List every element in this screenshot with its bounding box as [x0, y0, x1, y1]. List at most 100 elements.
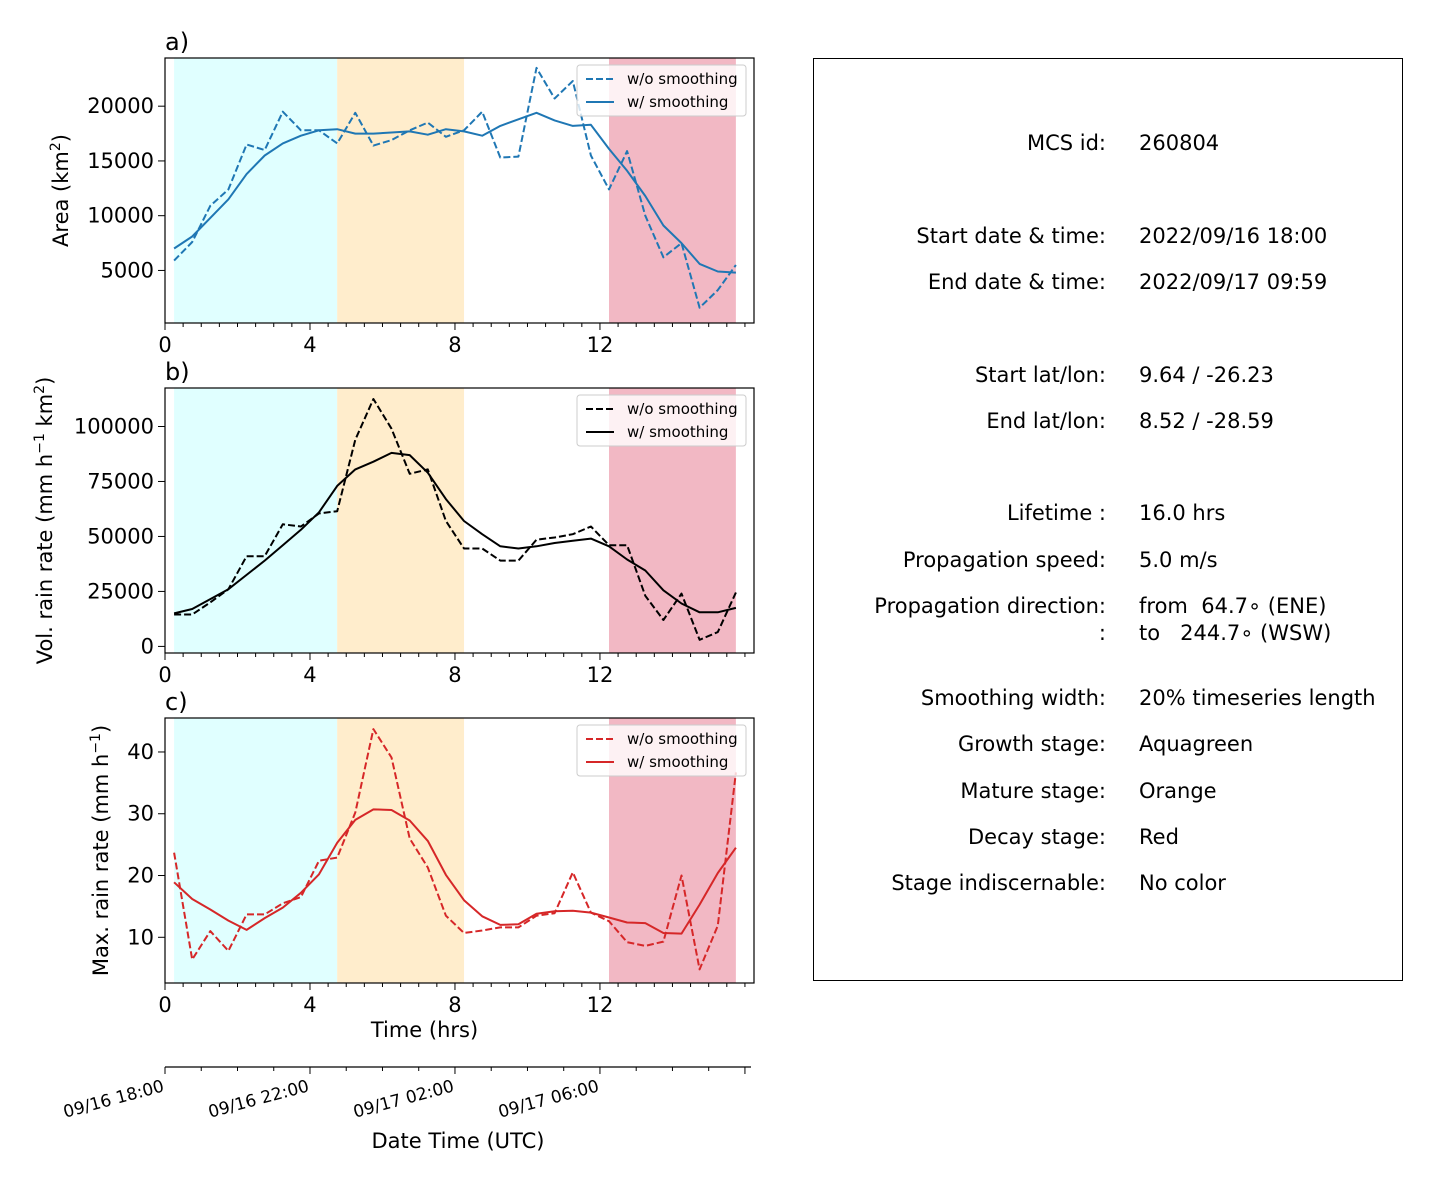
legend-label: w/o smoothing	[627, 730, 738, 748]
y-tick-label: 50000	[87, 524, 154, 548]
x-tick-label: 0	[158, 663, 171, 687]
y-tick-label: 5000	[101, 258, 154, 282]
stage-band-growth-stage	[174, 58, 338, 323]
info-value: Red	[1139, 825, 1179, 849]
panel-label: c)	[165, 688, 188, 716]
info-label: Decay stage:	[968, 825, 1106, 849]
panel-label: a)	[165, 28, 189, 56]
panel-label: b)	[165, 358, 190, 386]
y-axis-label-part: )	[49, 134, 73, 142]
datetime-axis: 09/16 18:00 09/16 22:00 09/17 02:00 09/17 0…	[61, 1066, 751, 1153]
legend-box	[576, 64, 747, 117]
info-label: MCS id:	[1026, 131, 1106, 155]
series-line-smoothed	[173, 808, 737, 935]
axes-frame	[164, 717, 755, 984]
legend-label: w/o smoothing	[627, 400, 738, 418]
info-label: Propagation speed:	[902, 548, 1106, 572]
stage-band-mature-stage	[337, 388, 465, 653]
legend-label: w/o smoothing	[627, 70, 738, 88]
info-label: Smoothing width:	[920, 686, 1106, 710]
info-label: Lifetime :	[1006, 501, 1106, 525]
info-value: 16.0 hrs	[1139, 501, 1226, 525]
x-tick-label: 4	[303, 993, 316, 1017]
y-axis-label: Max. rain rate (mm h−1)	[88, 725, 113, 976]
y-tick-label: 10000	[87, 204, 154, 228]
x-tick-label: 4	[303, 663, 316, 687]
y-axis-label: Vol. rain rate (mm h−1 km2)	[32, 377, 57, 665]
legend-label: w/ smoothing	[627, 753, 728, 771]
series-line-unsmoothed	[174, 398, 737, 641]
chart-panel-2: 0 4 8 12 0 25000 50000 75000 100000 b) Vol. rain r…	[32, 358, 755, 687]
legend-label: w/ smoothing	[627, 93, 728, 111]
legend: w/o smoothing w/ smoothing	[576, 394, 747, 447]
datetime-tick-label: 09/17 06:00	[496, 1077, 601, 1123]
info-label: Growth stage:	[957, 732, 1106, 756]
y-axis-label-part: 2	[32, 385, 48, 394]
y-tick-label: 20000	[87, 94, 154, 118]
axes-frame	[164, 387, 755, 654]
stage-band-mature-stage	[337, 718, 465, 983]
y-axis-label-part: −1	[32, 433, 48, 454]
chart-panel-3: 0 4 8 12 10 20 30 40 c) Max. rain rate (mm h−1) w/…	[88, 688, 755, 1042]
y-tick-label: 30	[127, 802, 154, 826]
info-label: Start lat/lon:	[974, 363, 1106, 387]
y-axis-label-part: )	[33, 377, 57, 385]
stage-band-growth-stage	[174, 718, 338, 983]
series-line-smoothed	[173, 111, 736, 274]
y-axis-label-part: Area (km	[49, 151, 73, 247]
y-tick-label: 15000	[87, 149, 154, 173]
info-value: 8.52 / -28.59	[1139, 409, 1274, 433]
stage-band-growth-stage	[174, 388, 338, 653]
legend-box	[576, 724, 747, 777]
legend-box	[576, 394, 747, 447]
y-axis-label-part: −1	[88, 733, 104, 754]
x-tick-label: 0	[158, 333, 171, 357]
info-value: Aquagreen	[1139, 732, 1254, 756]
info-value: 5.0 m/s	[1139, 548, 1218, 572]
info-value: No color	[1139, 871, 1226, 895]
info-value: 2022/09/16 18:00	[1139, 224, 1328, 248]
series-line-unsmoothed	[173, 728, 737, 971]
series-line-unsmoothed	[173, 66, 737, 309]
x-tick-label: 12	[587, 333, 614, 357]
y-axis-label-part: Max. rain rate (mm h	[89, 754, 113, 977]
legend: w/o smoothing w/ smoothing	[576, 724, 747, 777]
y-tick-label: 20	[127, 864, 154, 888]
info-value: 2022/09/17 09:59	[1139, 270, 1328, 294]
y-tick-label: 0	[141, 634, 154, 658]
y-tick-label: 25000	[87, 579, 154, 603]
y-axis-label: Area (km2)	[48, 134, 73, 247]
info-value: 260804	[1139, 131, 1220, 155]
info-label: :	[1098, 621, 1106, 645]
x-tick-label: 8	[448, 333, 461, 357]
info-label: Propagation direction:	[874, 594, 1106, 618]
info-label: End lat/lon:	[986, 409, 1106, 433]
info-value: from 64.7∘ (ENE)	[1139, 594, 1327, 618]
datetime-tick-label: 09/17 02:00	[351, 1077, 456, 1123]
y-tick-label: 10	[127, 925, 154, 949]
info-label: End date & time:	[927, 270, 1106, 294]
info-label: Start date & time:	[916, 224, 1106, 248]
y-tick-label: 40	[127, 740, 154, 764]
x-tick-label: 12	[587, 993, 614, 1017]
x-tick-label: 4	[303, 333, 316, 357]
y-tick-label: 100000	[74, 414, 154, 438]
info-label: Mature stage:	[960, 779, 1106, 803]
datetime-axis-label: Date Time (UTC)	[372, 1129, 545, 1153]
info-value: 9.64 / -26.23	[1139, 363, 1274, 387]
info-panel: MCS id: 260804 Start date & time: 2022/0…	[813, 58, 1403, 981]
chart-panel-1: 0 4 8 12 5000 10000 15000 20000 a) Area (km2) w/o …	[48, 28, 755, 357]
info-value: Orange	[1139, 779, 1217, 803]
axes-frame	[164, 57, 755, 324]
datetime-tick-label: 09/16 22:00	[206, 1077, 311, 1123]
info-value: to 244.7∘ (WSW)	[1139, 621, 1332, 645]
x-axis-label: Time (hrs)	[370, 1018, 478, 1042]
x-tick-label: 0	[158, 993, 171, 1017]
info-label: Stage indiscernable:	[891, 871, 1106, 895]
y-axis-label-part: Vol. rain rate (mm h	[33, 454, 57, 665]
y-axis-label-part: 2	[48, 142, 64, 151]
x-tick-label: 8	[448, 993, 461, 1017]
x-tick-label: 12	[587, 663, 614, 687]
y-axis-label-part: )	[89, 725, 113, 733]
